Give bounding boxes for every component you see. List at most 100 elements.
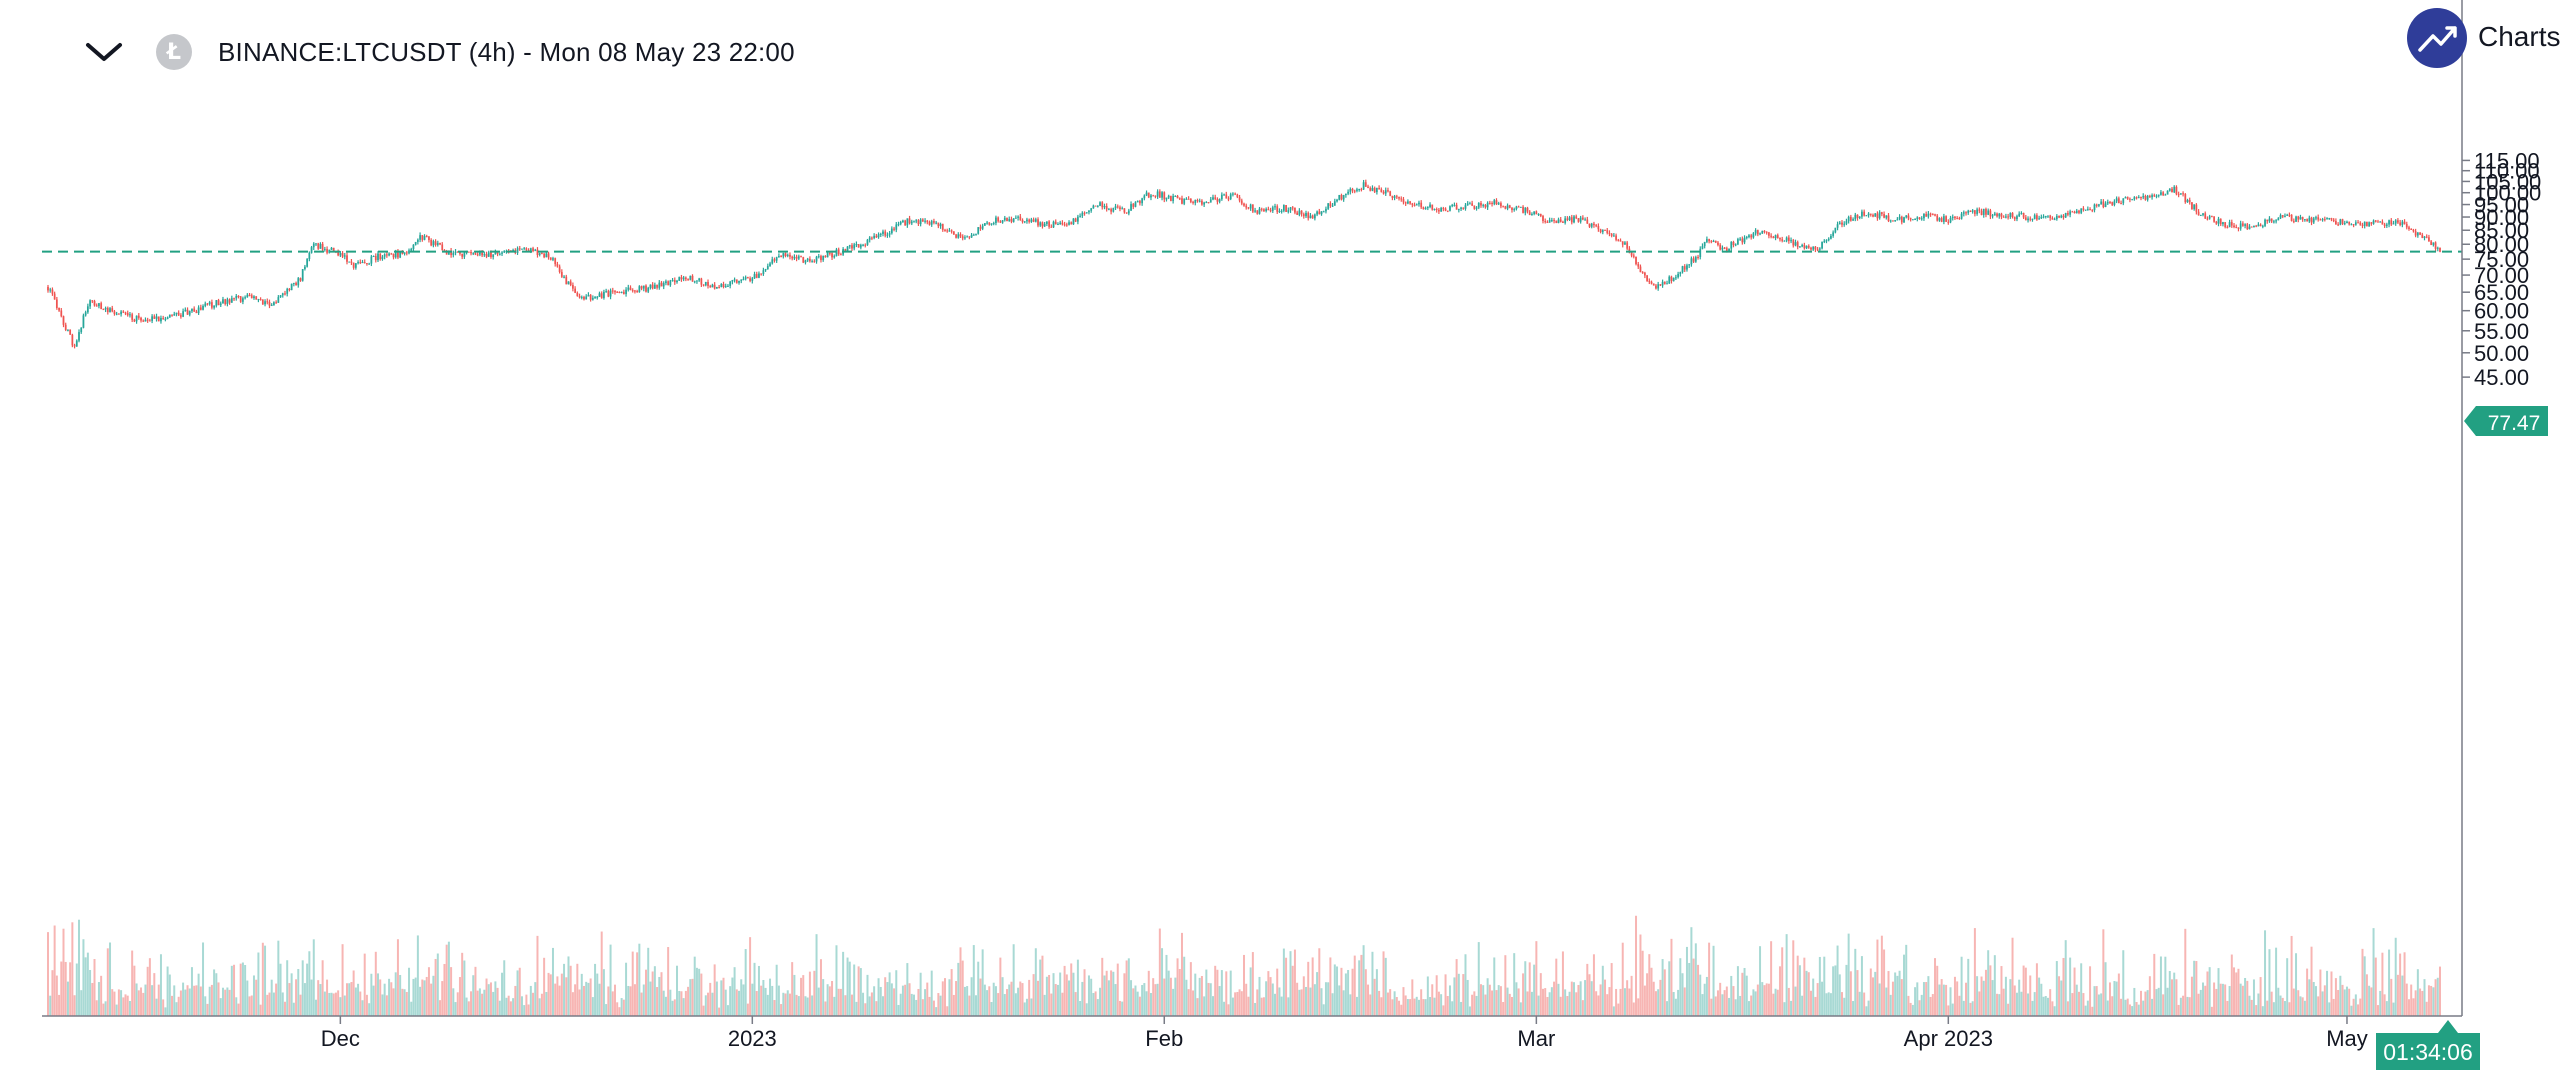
candle-body	[301, 269, 304, 281]
candle-body	[1358, 189, 1361, 191]
candle-body	[1526, 207, 1529, 212]
volume-bar	[1969, 1002, 1972, 1016]
candle-body	[2210, 216, 2213, 218]
volume-bar	[2093, 986, 2096, 1016]
candle-body	[1971, 210, 1974, 212]
charts-logo[interactable]: Charts p	[2407, 8, 2570, 68]
volume-bar	[1730, 975, 1733, 1016]
candle-body	[1506, 205, 1509, 209]
candle-body	[235, 295, 238, 299]
candle-body	[1488, 202, 1491, 204]
candle-body	[1108, 209, 1110, 211]
volume-bar	[532, 992, 535, 1016]
candle-body	[1982, 208, 1985, 215]
volume-bar	[975, 995, 978, 1016]
volume-bar	[1513, 953, 1516, 1016]
candle-body	[239, 296, 242, 302]
candle-body	[1690, 258, 1693, 265]
candle-body	[859, 244, 862, 248]
candle-body	[2277, 218, 2280, 221]
volume-bar	[629, 986, 632, 1016]
volume-bar	[1608, 987, 1611, 1016]
candle-body	[1728, 248, 1730, 251]
volume-bar	[217, 982, 220, 1016]
candle-body	[120, 311, 122, 315]
candle-body	[605, 291, 608, 293]
candle-body	[1776, 235, 1779, 239]
volume-bar	[1096, 999, 1099, 1016]
candle-body	[1624, 242, 1626, 245]
volume-bar	[775, 964, 778, 1016]
candle-body	[1083, 212, 1086, 214]
volume-bar	[1324, 982, 1327, 1016]
volume-bar	[819, 959, 822, 1016]
candle-body	[2153, 195, 2156, 197]
candle-body	[1364, 182, 1367, 187]
candle-body	[69, 329, 72, 335]
volume-bar	[671, 1000, 674, 1016]
candle-body	[2109, 201, 2111, 203]
candle-body	[2219, 218, 2222, 225]
candle-body	[1136, 200, 1139, 203]
candle-body	[1282, 205, 1285, 211]
volume-bar	[587, 982, 590, 1016]
candle-body	[1214, 197, 1217, 199]
volume-bar	[1185, 979, 1188, 1016]
candle-body	[219, 303, 222, 306]
candle-body	[1017, 216, 1019, 218]
candle-body	[2248, 226, 2251, 230]
candle-body	[1440, 208, 1443, 212]
volume-bar	[423, 980, 426, 1016]
volume-bar	[1564, 989, 1567, 1016]
candle-body	[1608, 232, 1611, 234]
candle-body	[1652, 283, 1655, 286]
candle-body	[1575, 216, 1578, 219]
volume-bar	[2182, 995, 2185, 1016]
price-axis[interactable]: 45.0050.0055.0060.0065.0070.0075.0080.00…	[2461, 0, 2541, 1016]
candle-body	[1918, 217, 1921, 219]
volume-bar	[1794, 986, 1797, 1016]
volume-bar	[505, 997, 508, 1016]
volume-bar	[1205, 969, 1208, 1016]
candle-body	[102, 309, 105, 311]
volume-bar	[1081, 981, 1084, 1016]
candle-body	[1880, 212, 1883, 215]
volume-bar	[2190, 976, 2193, 1016]
volume-bar	[1207, 982, 1210, 1016]
collapse-button[interactable]	[78, 26, 130, 78]
volume-bar	[439, 1000, 442, 1016]
volume-bar	[2388, 949, 2391, 1016]
candle-body	[2131, 199, 2134, 201]
candle-body	[2403, 221, 2406, 225]
volume-bar	[625, 962, 628, 1016]
candle-body	[1741, 238, 1744, 243]
volume-bar	[1825, 993, 1828, 1016]
volume-bar	[368, 1003, 371, 1016]
volume-bar	[512, 998, 515, 1016]
volume-bar	[2306, 968, 2309, 1016]
volume-bar	[66, 981, 69, 1016]
candle-body	[2078, 210, 2080, 213]
volume-bar	[259, 1004, 262, 1016]
volume-bar	[64, 961, 67, 1016]
volume-bar	[1229, 970, 1232, 1016]
volume-bar	[1597, 995, 1600, 1016]
volume-bar	[454, 1002, 457, 1016]
candle-body	[1415, 204, 1418, 206]
volume-bar	[146, 966, 149, 1016]
candle-body	[693, 281, 696, 283]
time-axis[interactable]: Dec 2023 Feb Mar Apr 2023 May	[42, 1015, 2462, 1051]
volume-bar	[1947, 1005, 1950, 1016]
volume-bar	[1479, 984, 1482, 1016]
price-tag-text: 77.47	[2488, 412, 2541, 435]
candle-body	[2357, 222, 2359, 224]
candle-body	[1469, 203, 1471, 205]
price-tick-label: 105.00	[2474, 169, 2541, 194]
candle-body	[2392, 223, 2395, 225]
candle-body	[720, 283, 723, 287]
volume-bar	[1568, 991, 1571, 1016]
candle-body	[826, 252, 829, 258]
volume-bar	[2368, 985, 2371, 1016]
volume-bar	[1579, 981, 1582, 1016]
